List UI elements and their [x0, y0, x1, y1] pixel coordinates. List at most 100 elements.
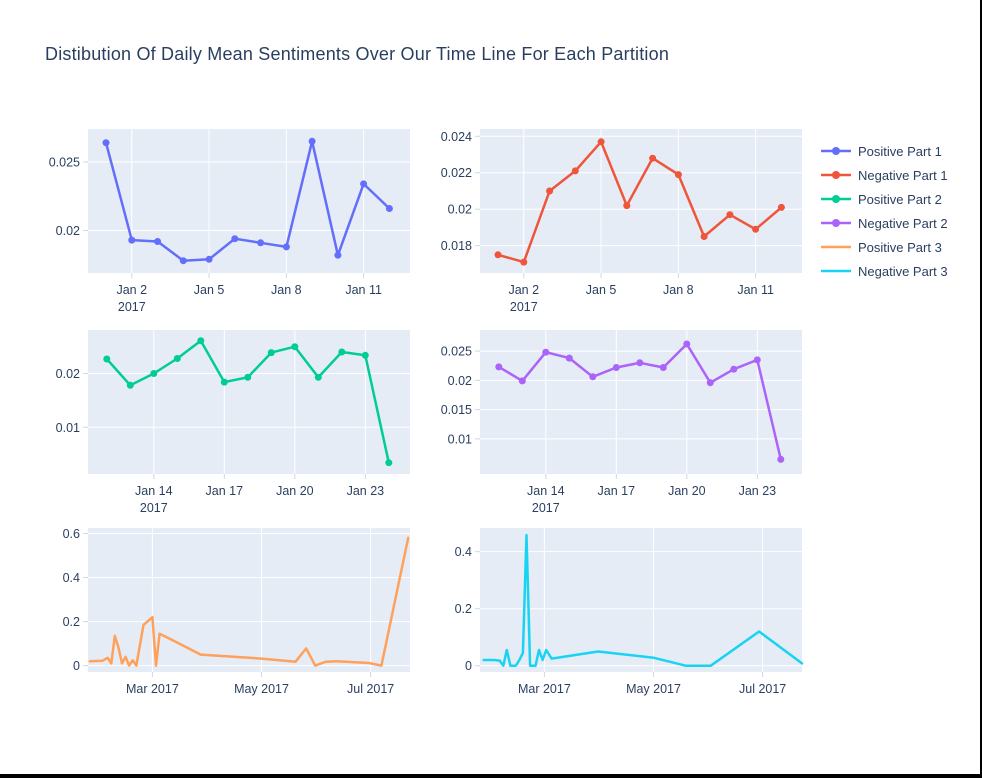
- y-tick-label: 0.025: [441, 345, 472, 359]
- subplot-positive-part-3: Mar 2017 May 2017 Jul 2017 0 0.2 0.4 0.6: [30, 520, 420, 714]
- y-tick-label: 0.6: [63, 527, 80, 541]
- legend-item-positive-part-1[interactable]: Positive Part 1: [820, 139, 980, 163]
- data-point-marker: [659, 364, 667, 371]
- x-tick-label: Jan 14: [527, 484, 565, 498]
- plot-area[interactable]: [88, 528, 410, 672]
- subplot-canvas-pos1: Jan 2 2017 Jan 5 Jan 8 Jan 11 0.02 0.025: [49, 129, 410, 314]
- data-point-marker: [565, 354, 573, 362]
- data-point-marker: [308, 137, 316, 145]
- data-point-marker: [103, 355, 111, 363]
- data-point-marker: [267, 349, 275, 357]
- figure-title: Distibution Of Daily Mean Sentiments Ove…: [45, 44, 670, 64]
- y-tick-label: 0.2: [63, 615, 80, 629]
- x-tick-label: Mar 2017: [518, 682, 571, 696]
- subplot-positive-part-1: Jan 2 2017 Jan 5 Jan 8 Jan 11 0.02 0.025: [30, 121, 420, 315]
- x-tick-label: May 2017: [234, 682, 289, 696]
- x-tick-label: Mar 2017: [126, 682, 179, 696]
- x-tick-label: Jan 8: [663, 283, 694, 297]
- data-point-marker: [674, 171, 682, 179]
- legend-label: Positive Part 1: [858, 143, 942, 159]
- legend-label: Negative Part 2: [858, 215, 948, 231]
- x-tick-label: Jan 17: [598, 484, 636, 498]
- data-point-marker: [150, 370, 158, 377]
- y-tick-label: 0: [465, 659, 472, 673]
- legend-swatch: [821, 269, 851, 273]
- subplot-canvas-pos2: Jan 14 2017 Jan 17 Jan 20 Jan 23 0.01 0.02: [56, 330, 410, 515]
- data-point-marker: [244, 373, 252, 381]
- x-tick-label: Jan 8: [271, 283, 302, 297]
- x-tick-label: Jul 2017: [739, 682, 786, 696]
- y-tick-label: 0.4: [455, 545, 472, 559]
- data-point-marker: [546, 187, 554, 195]
- series-line-neg1: [496, 140, 783, 264]
- subplot-canvas-pos3: Mar 2017 May 2017 Jul 2017 0 0.2 0.4 0.6: [63, 527, 410, 696]
- subplot-negative-part-1: Jan 2 2017 Jan 5 Jan 8 Jan 11 0.018 0.02 0.022 0…: [422, 121, 812, 315]
- data-point-marker: [360, 180, 368, 188]
- data-point-marker: [730, 365, 738, 373]
- data-point-marker: [231, 235, 239, 243]
- y-tick-label: 0.022: [441, 166, 472, 180]
- data-point-marker: [385, 205, 393, 212]
- data-point-marker: [777, 455, 785, 463]
- data-point-marker: [518, 377, 526, 385]
- legend-label: Positive Part 3: [858, 239, 942, 255]
- series-line-pos3: [88, 536, 410, 667]
- data-point-marker: [334, 251, 342, 259]
- data-point-marker: [282, 243, 290, 251]
- data-point-marker: [726, 211, 734, 219]
- y-tick-label: 0.02: [56, 367, 80, 381]
- x-tick-label: Jan 17: [206, 484, 244, 498]
- series-line-neg3: [482, 533, 804, 667]
- data-point-marker: [385, 459, 393, 467]
- y-tick-label: 0.024: [441, 130, 472, 144]
- plot-area[interactable]: [480, 330, 802, 474]
- subplot-negative-part-3: Mar 2017 May 2017 Jul 2017 0 0.2 0.4: [422, 520, 812, 714]
- legend: Positive Part 1 Negative Part 1 Positive P…: [820, 139, 980, 283]
- data-point-marker: [128, 236, 136, 244]
- legend-label: Positive Part 2: [858, 191, 942, 207]
- legend-label: Negative Part 3: [858, 263, 948, 279]
- legend-item-positive-part-3[interactable]: Positive Part 3: [820, 235, 980, 259]
- data-point-marker: [597, 138, 605, 146]
- x-tick-label: Jan 2: [116, 283, 147, 297]
- legend-item-negative-part-2[interactable]: Negative Part 2: [820, 211, 980, 235]
- plot-area[interactable]: [88, 129, 410, 273]
- data-point-marker: [683, 340, 691, 348]
- x-tick-label: Jan 5: [194, 283, 225, 297]
- x-tick-label: May 2017: [626, 682, 681, 696]
- legend-swatch: [821, 245, 851, 249]
- data-point-marker: [649, 154, 657, 162]
- data-point-marker: [338, 348, 346, 356]
- data-point-marker: [612, 364, 620, 371]
- legend-item-positive-part-2[interactable]: Positive Part 2: [820, 187, 980, 211]
- x-tick-label: Jan 14: [135, 484, 173, 498]
- subplot-positive-part-2: Jan 14 2017 Jan 17 Jan 20 Jan 23 0.01 0.02: [30, 322, 420, 516]
- x-tick-label: Jan 20: [668, 484, 706, 498]
- y-tick-label: 0.01: [448, 432, 472, 446]
- y-tick-label: 0.02: [448, 203, 472, 217]
- data-point-marker: [777, 203, 785, 211]
- plot-area[interactable]: [88, 330, 410, 474]
- y-tick-label: 0.02: [448, 374, 472, 388]
- data-point-marker: [314, 373, 322, 381]
- subplot-canvas-neg2: Jan 14 2017 Jan 17 Jan 20 Jan 23 0.01 0.015 0.0…: [441, 330, 802, 515]
- data-point-marker: [520, 258, 528, 266]
- plot-area[interactable]: [480, 129, 802, 273]
- data-point-marker: [753, 356, 761, 364]
- legend-swatch: [821, 147, 851, 155]
- data-point-marker: [205, 255, 213, 263]
- y-tick-label: 0.4: [63, 571, 80, 585]
- legend-item-negative-part-3[interactable]: Negative Part 3: [820, 259, 980, 283]
- x-tick-sublabel: 2017: [532, 501, 560, 515]
- legend-item-negative-part-1[interactable]: Negative Part 1: [820, 163, 980, 187]
- y-tick-label: 0: [73, 659, 80, 673]
- y-tick-label: 0.018: [441, 239, 472, 253]
- data-point-marker: [179, 257, 187, 265]
- data-point-marker: [197, 337, 205, 345]
- data-point-marker: [173, 355, 181, 362]
- x-tick-label: Jan 11: [345, 283, 382, 297]
- x-tick-sublabel: 2017: [510, 300, 538, 314]
- legend-swatch: [821, 219, 851, 227]
- subplot-canvas-neg1: Jan 2 2017 Jan 5 Jan 8 Jan 11 0.018 0.02 0.022 0…: [441, 129, 802, 314]
- data-point-marker: [706, 379, 714, 387]
